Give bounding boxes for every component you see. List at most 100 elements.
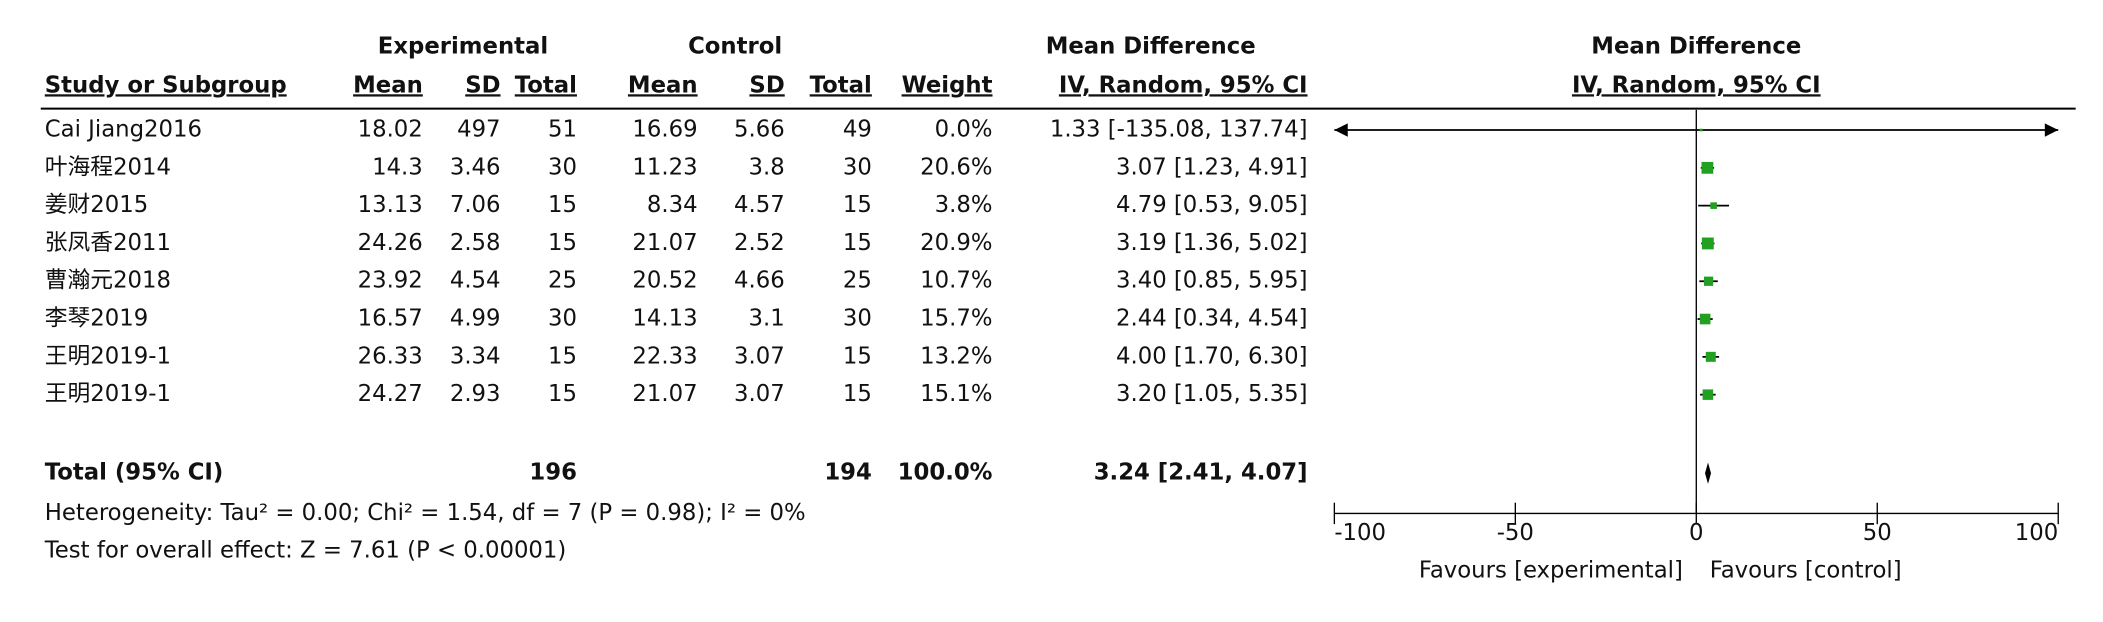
table-cell: 49 [843,117,872,143]
ci-cell: 3.19 [1.36, 5.02] [1116,230,1308,256]
table-cell: 23.92 [358,268,423,294]
column-header: Total [515,72,577,98]
effect-square [1710,202,1717,209]
column-header: Total [810,72,872,98]
total-cell: 194 [824,460,872,486]
table-cell: 李琴2019 [45,306,148,332]
effect-square [1703,276,1714,286]
ci-cell: 4.79 [0.53, 9.05] [1116,192,1308,218]
table-cell: 2.52 [734,230,785,256]
table-cell: 15 [843,192,872,218]
table-cell: 3.1 [749,306,785,332]
effect-square [1702,389,1714,400]
plot-header: Mean Difference [1591,33,1801,59]
column-header: Mean [353,72,423,98]
total-ci: 3.24 [2.41, 4.07] [1094,460,1308,486]
ci-arrow [2044,123,2059,137]
table-cell: 15 [548,230,577,256]
table-cell: 王明2019-1 [45,381,171,407]
weight-cell: 10.7% [920,268,992,294]
x-axis-label: Favours [experimental] [1419,558,1683,584]
table-cell: 11.23 [632,154,697,180]
x-tick-label: 50 [1863,520,1892,546]
table-cell: 24.27 [358,381,423,407]
table-cell: 3.07 [734,343,785,369]
table-cell: 15 [548,192,577,218]
column-header: Study or Subgroup [45,72,287,98]
group-header: Mean Difference [1046,33,1256,59]
table-cell: 16.57 [358,306,423,332]
group-header: Experimental [378,33,548,59]
table-cell: 2.58 [450,230,501,256]
ci-cell: 1.33 [-135.08, 137.74] [1050,117,1308,143]
table-cell: 22.33 [632,343,697,369]
table-cell: 14.13 [632,306,697,332]
table-cell: 51 [548,117,577,143]
table-cell: 3.34 [450,343,501,369]
table-cell: 15 [548,343,577,369]
table-cell: 张凤香2011 [45,230,171,256]
weight-cell: 20.9% [920,230,992,256]
effect-square [1701,237,1714,250]
group-header: Control [688,33,782,59]
x-tick-label: 100 [2015,520,2058,546]
x-tick-label: 0 [1689,520,1703,546]
ci-arrow [1334,123,1348,137]
table-cell: 15 [548,381,577,407]
ci-cell: 3.40 [0.85, 5.95] [1116,268,1308,294]
table-cell: 30 [843,154,872,180]
x-axis-label: Favours [control] [1710,558,1902,584]
table-cell: 4.66 [734,268,785,294]
weight-cell: 15.7% [920,306,992,332]
weight-cell: 0.0% [935,117,993,143]
table-cell: 4.54 [450,268,501,294]
effect-square [1705,351,1716,362]
footnote: Heterogeneity: Tau² = 0.00; Chi² = 1.54,… [45,500,806,526]
column-header: Weight [902,72,993,98]
table-cell: 2.93 [450,381,501,407]
table-cell: 15 [843,343,872,369]
table-cell: 21.07 [632,230,697,256]
table-cell: Cai Jiang2016 [45,117,202,143]
ci-cell: 4.00 [1.70, 6.30] [1116,343,1308,369]
table-cell: 15 [843,381,872,407]
table-cell: 30 [843,306,872,332]
table-cell: 4.99 [450,306,501,332]
plot-header: IV, Random, 95% CI [1572,72,1821,98]
table-cell: 15 [843,230,872,256]
table-cell: 8.34 [647,192,698,218]
table-cell: 30 [548,154,577,180]
table-cell: 18.02 [358,117,423,143]
column-header: Mean [628,72,698,98]
effect-square [1699,128,1703,132]
table-cell: 20.52 [632,268,697,294]
ci-cell: 2.44 [0.34, 4.54] [1116,306,1308,332]
table-cell: 曹瀚元2018 [45,268,171,294]
weight-cell: 3.8% [935,192,993,218]
table-cell: 叶海程2014 [45,154,171,180]
table-cell: 25 [548,268,577,294]
table-cell: 30 [548,306,577,332]
table-cell: 26.33 [358,343,423,369]
total-cell: 100.0% [898,460,993,486]
table-cell: 7.06 [450,192,501,218]
x-tick-label: -100 [1334,520,1386,546]
column-header: SD [465,72,500,98]
ci-cell: 3.07 [1.23, 4.91] [1116,154,1308,180]
weight-cell: 13.2% [920,343,992,369]
ci-cell: 3.20 [1.05, 5.35] [1116,381,1308,407]
table-cell: 王明2019-1 [45,343,171,369]
table-cell: 16.69 [632,117,697,143]
table-cell: 25 [843,268,872,294]
table-cell: 497 [457,117,500,143]
table-cell: 14.3 [372,154,423,180]
effect-square [1699,313,1711,325]
effect-square [1701,161,1714,174]
table-cell: 3.07 [734,381,785,407]
table-cell: 21.07 [632,381,697,407]
table-cell: 24.26 [358,230,423,256]
total-diamond [1705,462,1712,484]
table-cell: 4.57 [734,192,785,218]
x-tick-label: -50 [1497,520,1534,546]
